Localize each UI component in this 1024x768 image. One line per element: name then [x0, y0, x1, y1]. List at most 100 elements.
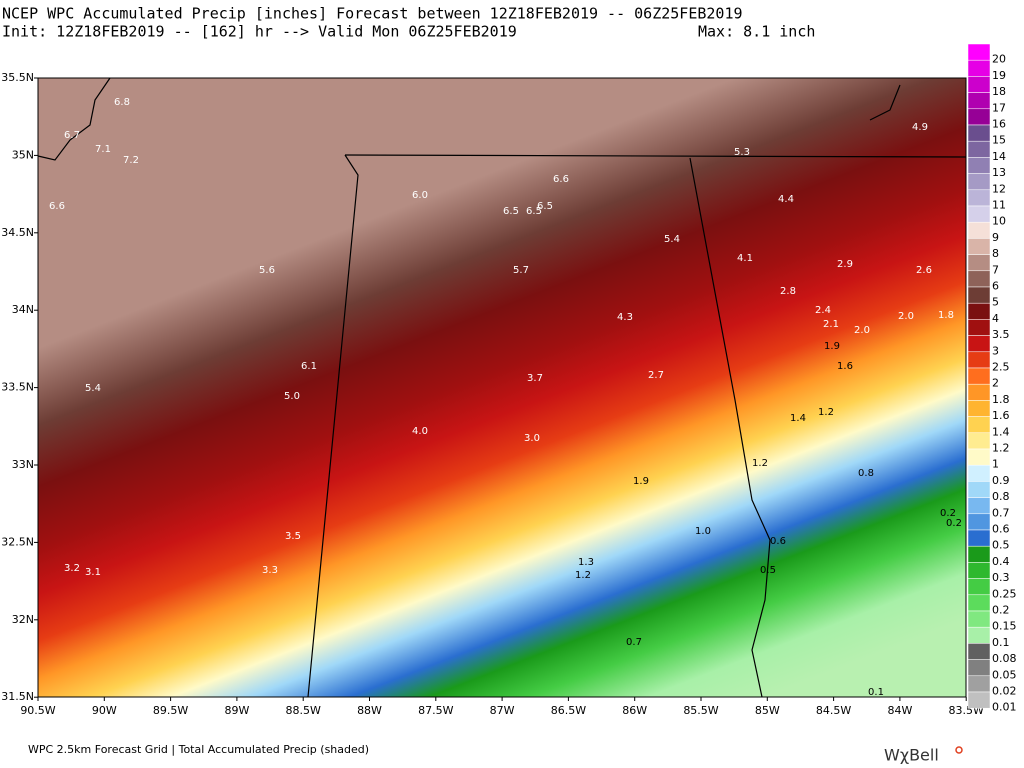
legend-label: 17	[992, 101, 1006, 114]
map-value-label: 4.9	[912, 122, 928, 133]
legend-label: 10	[992, 215, 1006, 228]
legend-label: 18	[992, 85, 1006, 98]
lat-label: 35.5N	[1, 71, 34, 84]
map-value-label: 1.2	[818, 407, 834, 418]
legend-label: 1.2	[992, 442, 1010, 455]
map-value-label: 0.2	[946, 518, 962, 529]
map-value-label: 6.6	[553, 174, 569, 185]
legend-swatch	[967, 691, 991, 709]
logo: WχBell	[884, 746, 939, 765]
map-value-label: 3.7	[527, 373, 543, 384]
map-value-label: 2.6	[916, 265, 932, 276]
map-value-label: 6.5	[503, 206, 519, 217]
legend-swatch	[967, 124, 991, 142]
map-value-label: 7.1	[95, 144, 111, 155]
legend-label: 14	[992, 150, 1006, 163]
map-value-label: 2.0	[854, 325, 870, 336]
lon-label: 85.5W	[683, 704, 718, 717]
legend-label: 7	[992, 263, 999, 276]
legend-label: 3	[992, 344, 999, 357]
subtitle: Init: 12Z18FEB2019 -- [162] hr --> Valid…	[2, 23, 517, 41]
legend-swatch	[967, 173, 991, 191]
legend-swatch	[967, 432, 991, 450]
legend-swatch	[967, 659, 991, 677]
legend-label: 1.6	[992, 409, 1010, 422]
legend-swatch	[967, 351, 991, 369]
legend-label: 6	[992, 280, 999, 293]
legend-label: 0.3	[992, 571, 1010, 584]
map-value-label: 3.0	[524, 433, 540, 444]
legend-swatch	[967, 513, 991, 531]
lon-label: 90.5W	[20, 704, 55, 717]
map-value-label: 0.2	[940, 508, 956, 519]
map-value-label: 1.4	[790, 413, 806, 424]
legend-label: 19	[992, 69, 1006, 82]
legend-label: 0.6	[992, 523, 1010, 536]
map-value-label: 6.6	[49, 201, 65, 212]
lon-label: 88.5W	[286, 704, 321, 717]
legend-swatch	[967, 221, 991, 239]
legend-label: 0.4	[992, 555, 1010, 568]
map-value-label: 0.7	[626, 637, 642, 648]
map-value-label: 4.1	[737, 253, 753, 264]
map-value-label: 4.4	[778, 194, 794, 205]
legend-swatch	[967, 400, 991, 417]
lon-label: 84.5W	[816, 704, 851, 717]
map-value-label: 2.8	[780, 286, 796, 297]
map-value-label: 5.0	[284, 391, 300, 402]
map-value-label: 3.1	[85, 567, 101, 578]
map-value-label: 2.9	[837, 259, 853, 270]
map-value-label: 4.0	[412, 426, 428, 437]
legend-label: 3.5	[992, 328, 1010, 341]
legend-swatch	[967, 367, 991, 385]
legend-label: 5	[992, 296, 999, 309]
map-value-label: 6.7	[64, 130, 80, 141]
map-value-label: 5.4	[664, 234, 680, 245]
legend-swatch	[967, 254, 991, 272]
map-value-label: 1.2	[752, 458, 768, 469]
logo-dot	[955, 746, 963, 754]
lon-label: 89W	[224, 704, 249, 717]
legend-label: 0.08	[992, 652, 1017, 665]
legend-label: 0.05	[992, 668, 1017, 681]
lat-label: 33N	[12, 458, 34, 471]
legend-label: 9	[992, 231, 999, 244]
lon-label: 89.5W	[153, 704, 188, 717]
legend-label: 0.2	[992, 604, 1010, 617]
legend-label: 1.8	[992, 393, 1010, 406]
legend-swatch	[967, 643, 991, 660]
map-value-label: 6.5	[526, 206, 542, 217]
legend-label: 1	[992, 458, 999, 471]
state-borders	[37, 77, 967, 698]
legend-label: 0.01	[992, 701, 1017, 714]
legend-label: 12	[992, 182, 1006, 195]
map-value-label: 0.1	[868, 687, 884, 698]
legend-label: 0.8	[992, 490, 1010, 503]
legend-swatch	[967, 578, 991, 596]
map-value-label: 1.2	[575, 570, 591, 581]
lon-label: 85W	[755, 704, 780, 717]
title: NCEP WPC Accumulated Precip [inches] For…	[2, 5, 743, 23]
map-value-label: 2.1	[823, 319, 839, 330]
legend-swatch	[967, 108, 991, 126]
legend-label: 1.4	[992, 425, 1010, 438]
lon-label: 87W	[490, 704, 515, 717]
map-value-label: 6.1	[301, 361, 317, 372]
map-value-label: 3.2	[64, 563, 80, 574]
legend-label: 15	[992, 134, 1006, 147]
map-value-label: 5.6	[259, 265, 275, 276]
map-value-label: 2.4	[815, 305, 831, 316]
legend-label: 13	[992, 166, 1006, 179]
map-value-label: 7.2	[123, 155, 139, 166]
legend-label: 2.5	[992, 361, 1010, 374]
lat-label: 35N	[12, 148, 34, 161]
legend-label: 0.5	[992, 539, 1010, 552]
legend-swatch	[967, 76, 991, 93]
legend-swatch	[967, 59, 991, 77]
legend-swatch	[967, 448, 991, 466]
lat-label: 34N	[12, 303, 34, 316]
lon-label: 86.5W	[551, 704, 586, 717]
legend-swatch	[967, 238, 991, 255]
max-value: Max: 8.1 inch	[698, 23, 815, 41]
